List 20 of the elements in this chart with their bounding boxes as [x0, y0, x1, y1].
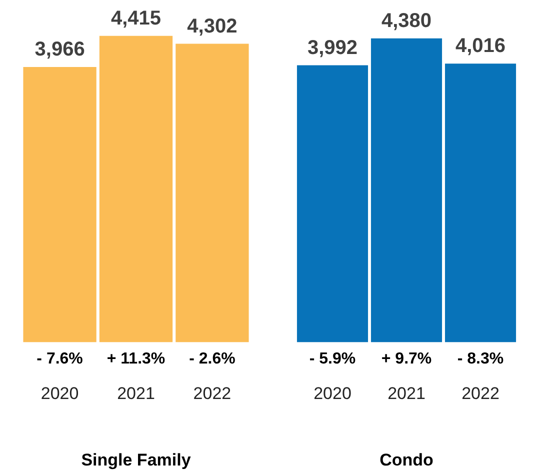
data-label: 4,016: [455, 35, 506, 58]
text: - 8.3%: [457, 350, 504, 368]
data-label: 4,302: [187, 15, 238, 38]
data-label: 4,380: [381, 10, 432, 32]
text: - 7.6%: [36, 350, 83, 368]
x-tick-label: 2021: [388, 384, 426, 404]
data-label: 3,992: [307, 36, 358, 59]
x-tick-label: 2020: [314, 384, 352, 404]
x-axis-title: Condo: [380, 450, 434, 470]
data-label: 4,415: [110, 7, 162, 30]
x-tick-label: 2022: [193, 384, 232, 404]
text: - 5.9%: [309, 350, 356, 368]
data-label: 3,966: [34, 38, 85, 61]
text: - 2.6%: [189, 350, 236, 368]
x-tick-label: 2020: [40, 384, 79, 404]
x-axis-title: Single Family: [81, 450, 192, 470]
x-tick-label: 2022: [462, 384, 500, 404]
text: + 9.7%: [381, 350, 432, 368]
x-tick-label: 2021: [117, 384, 155, 404]
text: + 11.3%: [106, 350, 166, 368]
